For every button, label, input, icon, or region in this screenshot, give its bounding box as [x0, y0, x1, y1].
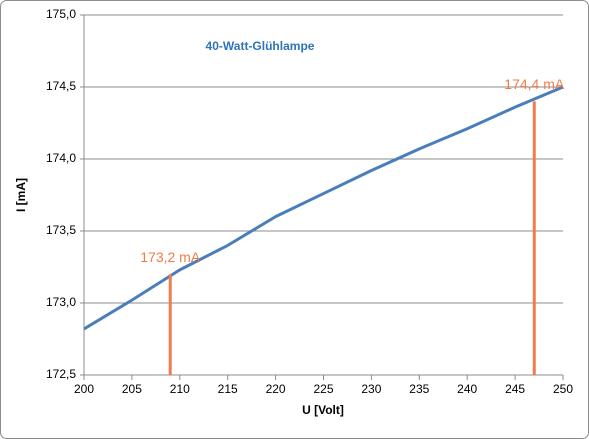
y-tick-label: 173,5 [46, 223, 76, 237]
x-tick-label: 225 [313, 382, 333, 396]
y-axis-label: I [mA] [14, 178, 28, 212]
y-tick-label: 173,0 [46, 295, 76, 309]
x-tick-label: 215 [218, 382, 238, 396]
x-tick-label: 250 [553, 382, 573, 396]
x-tick-label: 220 [266, 382, 286, 396]
x-tick-label: 235 [409, 382, 429, 396]
y-tick-label: 174,5 [46, 79, 76, 93]
y-tick-label: 172,5 [46, 367, 76, 381]
y-tick-label: 175,0 [46, 7, 76, 21]
x-axis-label: U [Volt] [302, 403, 344, 417]
x-tick-label: 200 [74, 382, 94, 396]
x-tick-label: 245 [505, 382, 525, 396]
marker-label: 173,2 mA [140, 249, 201, 265]
marker-label: 174,4 mA [504, 76, 565, 92]
x-tick-label: 230 [361, 382, 381, 396]
chart-title: 40-Watt-Glühlampe [206, 39, 315, 53]
x-tick-label: 205 [122, 382, 142, 396]
x-tick-label: 240 [457, 382, 477, 396]
x-tick-label: 210 [170, 382, 190, 396]
y-tick-label: 174,0 [46, 151, 76, 165]
data-line [83, 85, 564, 331]
